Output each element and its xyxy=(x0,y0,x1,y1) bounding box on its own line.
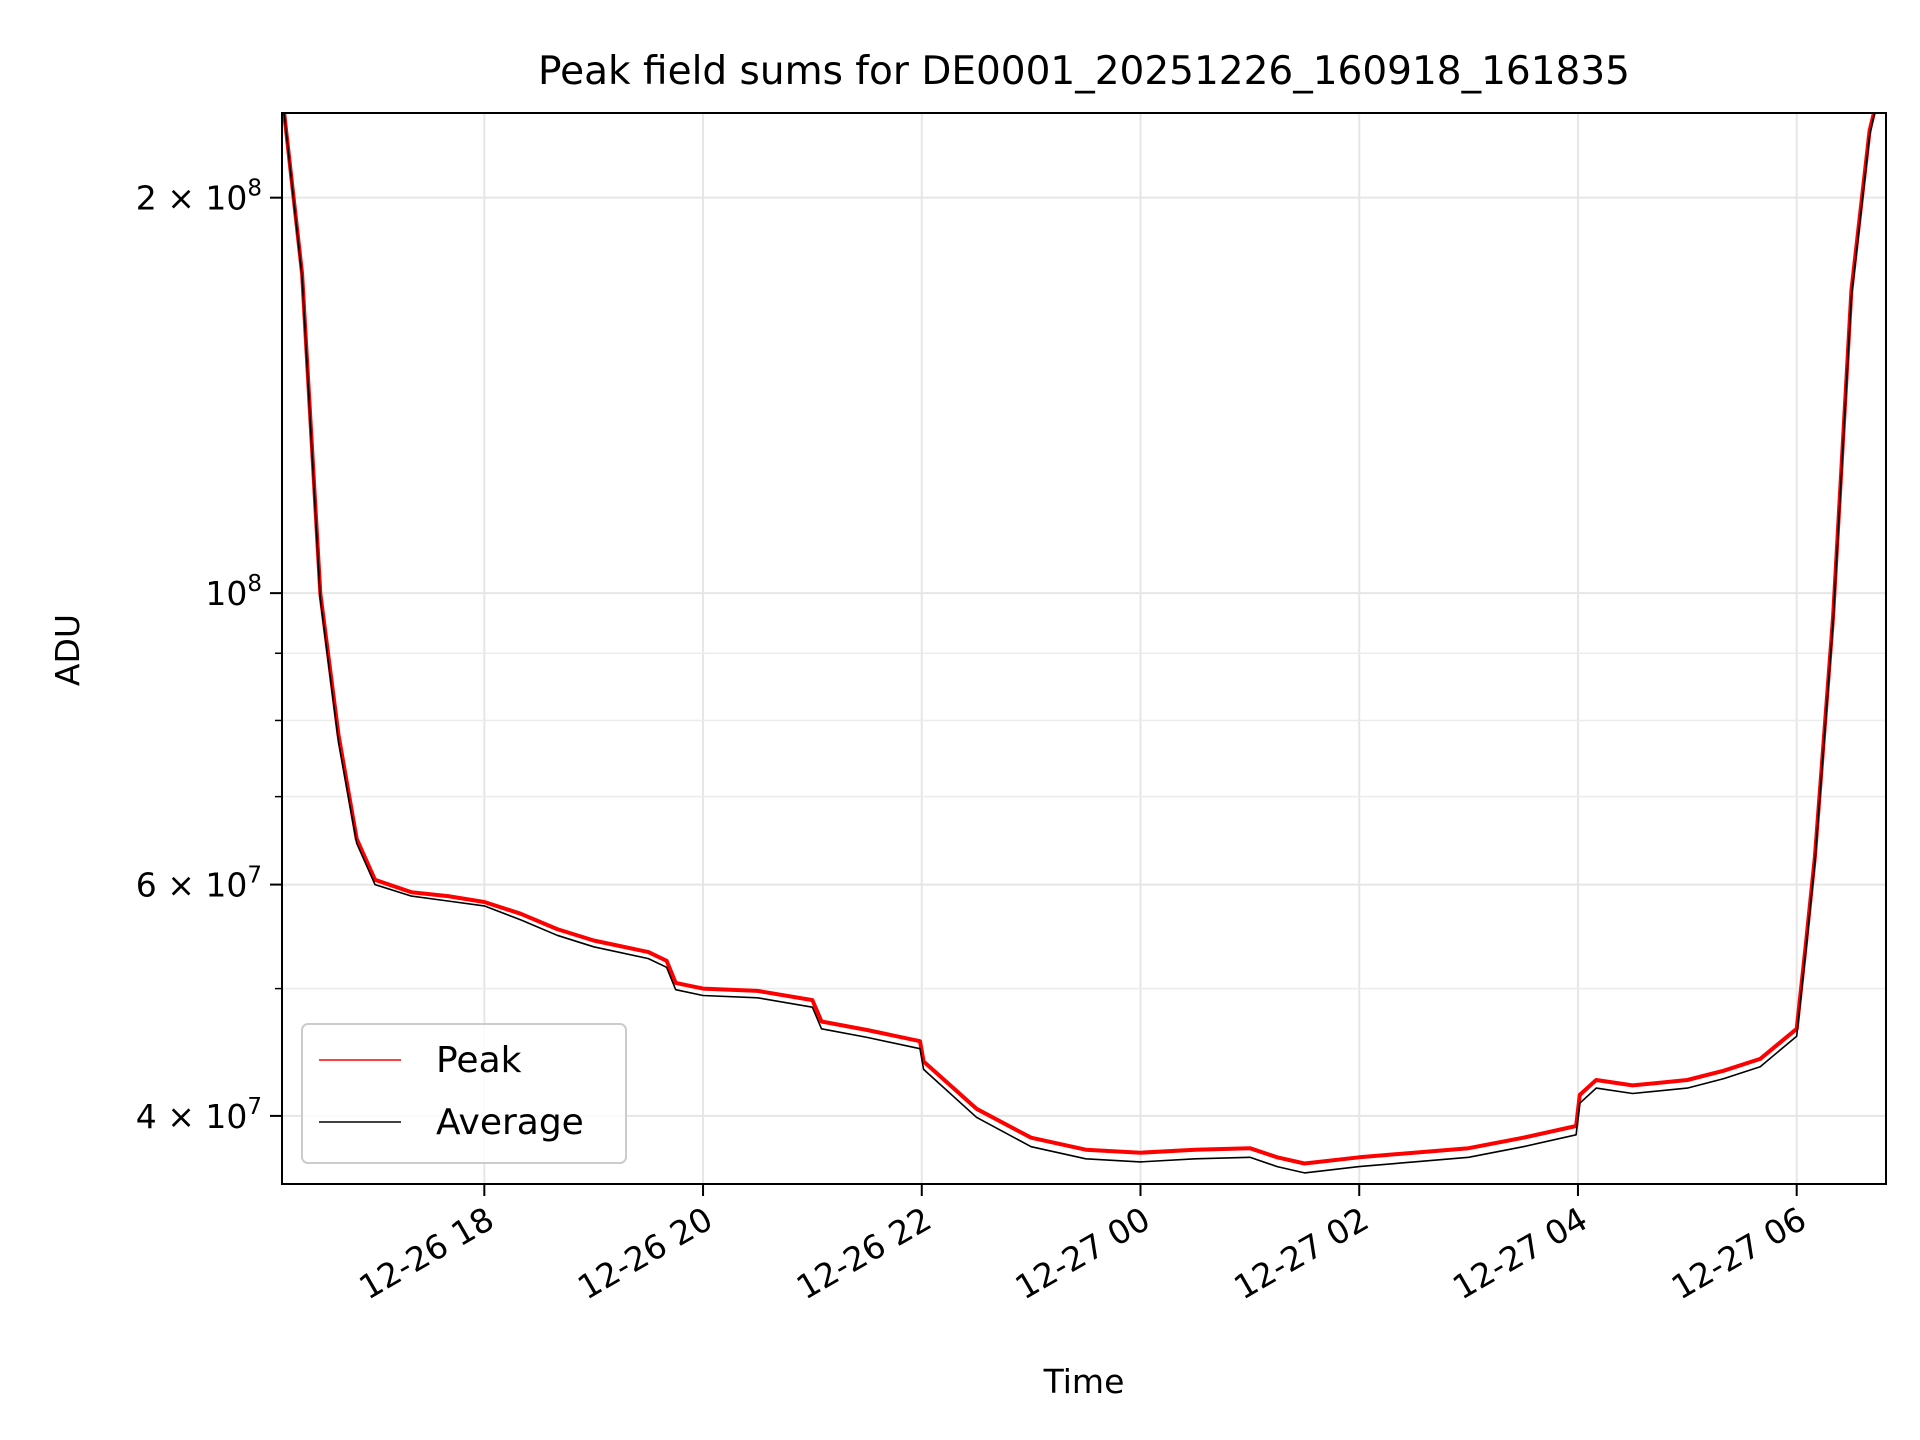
y-axis-label: ADU xyxy=(48,614,87,686)
legend-label-average: Average xyxy=(436,1102,584,1143)
legend-box xyxy=(301,1023,627,1164)
series-line-average xyxy=(283,113,1876,1174)
legend: Peak Average xyxy=(301,1023,627,1164)
legend-label-peak: Peak xyxy=(436,1040,522,1081)
series-line-peak xyxy=(282,113,1876,1166)
grid xyxy=(282,113,1886,1184)
y-tick-label: 6 × 107 xyxy=(136,863,262,905)
y-tick-label: 108 xyxy=(205,571,262,613)
y-tick-label: 4 × 107 xyxy=(136,1094,262,1136)
series-layer xyxy=(282,113,1876,1174)
y-tick-label: 2 × 108 xyxy=(136,176,262,218)
plot-frame xyxy=(281,112,1887,1185)
chart-title: Peak field sums for DE0001_20251226_1609… xyxy=(538,49,1630,94)
x-axis-label: Time xyxy=(1043,1362,1125,1401)
y-axis: 2 × 108 108 6 × 107 4 × 107 xyxy=(136,176,282,1136)
